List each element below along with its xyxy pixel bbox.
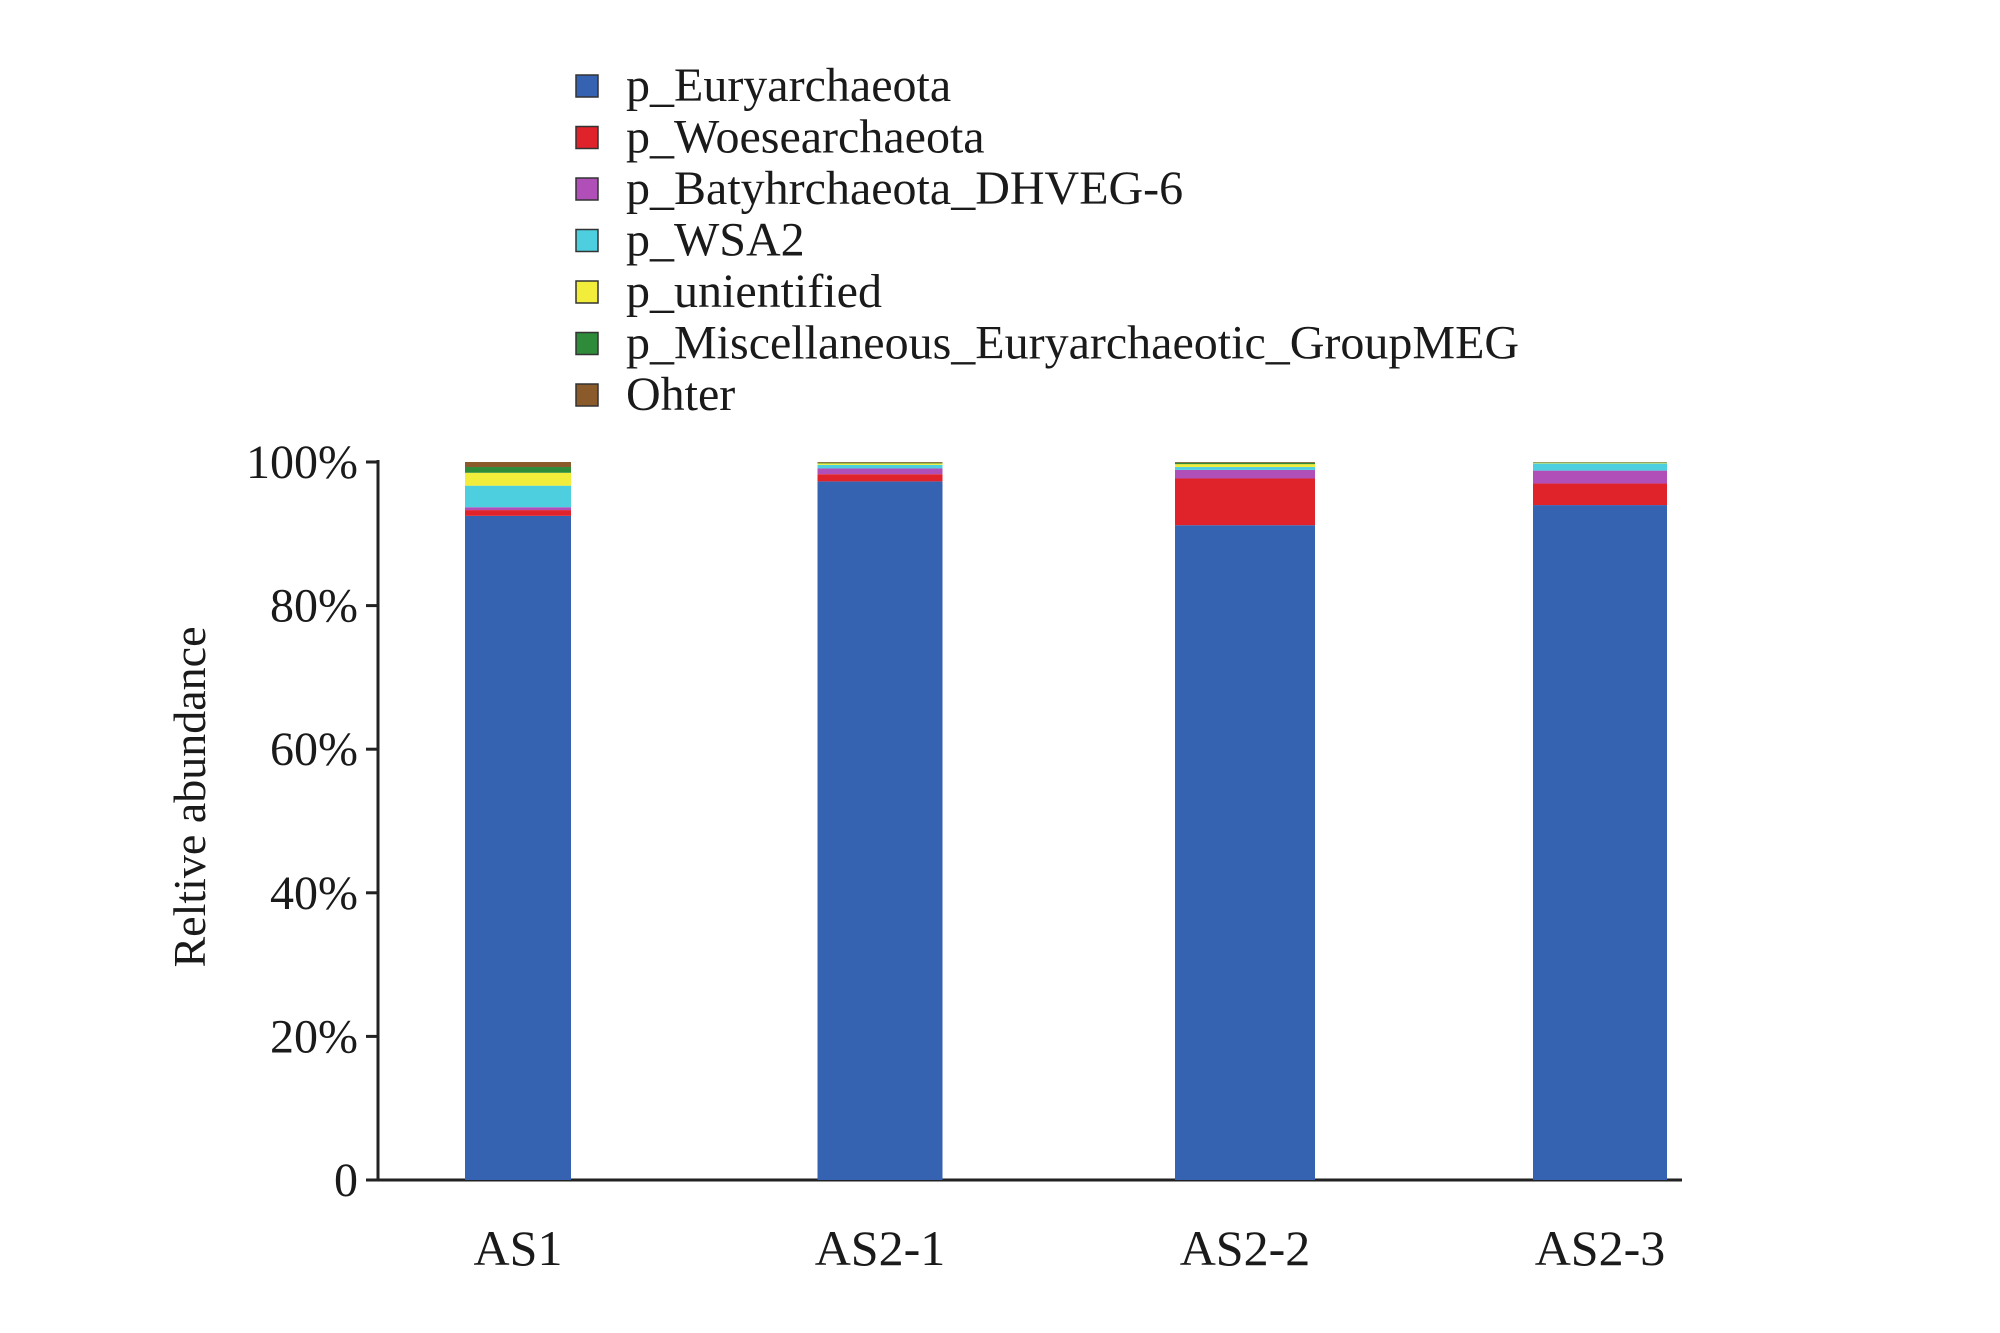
bar-segment [465, 462, 571, 467]
legend-label: p_Euryarchaeota [626, 59, 951, 112]
bar-segment [1533, 463, 1667, 470]
y-axis-label: Reltive abundance [164, 626, 215, 967]
legend-swatch [576, 333, 598, 355]
x-tick-label: AS1 [474, 1220, 563, 1276]
bar-stack [1175, 462, 1315, 1180]
legend-item: p_Batyhrchaeota_DHVEG-6 [576, 162, 1183, 215]
bar-segment [1175, 467, 1315, 470]
legend-label: p_Miscellaneous_Euryarchaeotic_GroupMEG [626, 317, 1519, 370]
bar-segment [818, 462, 943, 463]
y-tick-label: 60% [270, 723, 358, 776]
bar-stack [465, 462, 571, 1180]
bar-stack [1533, 462, 1667, 1180]
bar-stack [818, 462, 943, 1180]
legend-item: p_Miscellaneous_Euryarchaeotic_GroupMEG [576, 317, 1519, 370]
legend-label: Ohter [626, 368, 735, 421]
bar-segment [818, 474, 943, 481]
bar-segment [818, 481, 943, 1180]
bar-segment [465, 486, 571, 508]
legend-swatch [576, 384, 598, 406]
bar-segment [465, 473, 571, 486]
bar-segment [1533, 471, 1667, 484]
bar-segment [1175, 464, 1315, 467]
legend-label: p_WSA2 [626, 214, 805, 267]
legend-item: p_unientified [576, 265, 882, 318]
bar-segment [465, 510, 571, 516]
bar-segment [465, 507, 571, 510]
bar-segment [1175, 525, 1315, 1180]
bars [465, 462, 1667, 1180]
y-tick-label: 0 [334, 1154, 358, 1207]
legend-swatch [576, 178, 598, 200]
bar-segment [1175, 479, 1315, 526]
bar-segment [1175, 463, 1315, 464]
bar-segment [1175, 470, 1315, 479]
legend-swatch [576, 281, 598, 303]
y-tick-label: 100% [246, 436, 358, 489]
legend-item: p_WSA2 [576, 214, 805, 267]
y-tick-label: 80% [270, 580, 358, 633]
legend-label: p_Batyhrchaeota_DHVEG-6 [626, 162, 1183, 215]
legend-swatch [576, 230, 598, 252]
axes: 0 20% 40% 60% 80% 100% AS1 AS2-1 AS2-2 AS2-3 [246, 436, 1682, 1276]
y-tick-label: 20% [270, 1010, 358, 1063]
bar-segment [465, 467, 571, 473]
legend-swatch [576, 127, 598, 149]
x-tick-label: AS2-1 [815, 1220, 946, 1276]
y-tick-label: 40% [270, 867, 358, 920]
bar-segment [1533, 463, 1667, 464]
legend-label: p_Woesearchaeota [626, 111, 985, 164]
x-tick-label: AS2-2 [1180, 1220, 1311, 1276]
legend-item: p_Woesearchaeota [576, 111, 985, 164]
bar-segment [1175, 462, 1315, 463]
x-tick-label: AS2-3 [1535, 1220, 1666, 1276]
bar-segment [818, 465, 943, 469]
legend-item: Ohter [576, 368, 735, 421]
bar-segment [1533, 484, 1667, 506]
bar-segment [1533, 505, 1667, 1180]
bar-segment [818, 463, 943, 464]
bar-segment [465, 516, 571, 1180]
legend-label: p_unientified [626, 265, 882, 318]
legend: p_Euryarchaeotap_Woesearchaeotap_Batyhrc… [576, 59, 1519, 421]
bar-segment [818, 468, 943, 474]
bar-segment [818, 463, 943, 464]
legend-item: p_Euryarchaeota [576, 59, 951, 112]
legend-swatch [576, 75, 598, 97]
